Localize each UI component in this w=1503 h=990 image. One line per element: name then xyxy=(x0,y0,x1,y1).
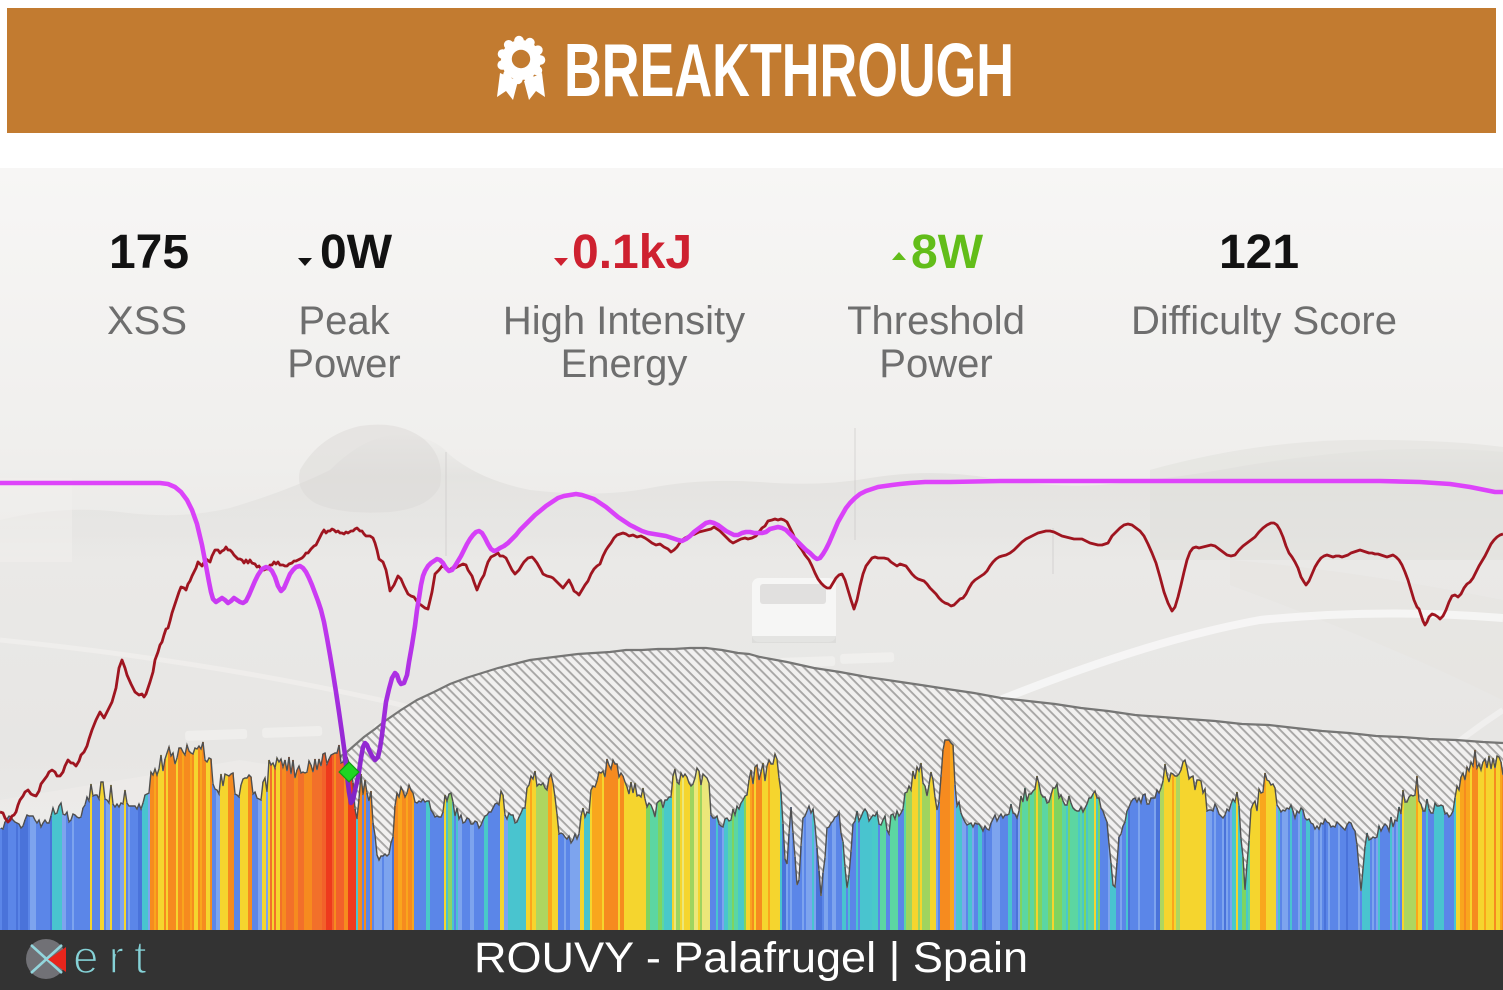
svg-text:BREAKTHROUGH: BREAKTHROUGH xyxy=(564,28,1014,112)
svg-text:Threshold: Threshold xyxy=(847,299,1025,343)
svg-text:XSS: XSS xyxy=(107,299,187,343)
svg-text:0.1kJ: 0.1kJ xyxy=(572,226,692,279)
svg-text:Difficulty Score: Difficulty Score xyxy=(1131,299,1397,343)
svg-text:Power: Power xyxy=(287,342,400,386)
svg-text:175: 175 xyxy=(109,226,189,279)
svg-text:ert: ert xyxy=(73,931,157,983)
svg-text:121: 121 xyxy=(1219,226,1299,279)
svg-text:High Intensity: High Intensity xyxy=(503,299,745,343)
svg-text:Peak: Peak xyxy=(298,299,390,343)
svg-text:8W: 8W xyxy=(911,226,984,279)
svg-text:ROUVY - Palafrugel | Spain: ROUVY - Palafrugel | Spain xyxy=(474,934,1028,982)
svg-text:Power: Power xyxy=(879,342,992,386)
svg-text:0W: 0W xyxy=(320,226,393,279)
svg-text:Energy: Energy xyxy=(561,342,688,386)
